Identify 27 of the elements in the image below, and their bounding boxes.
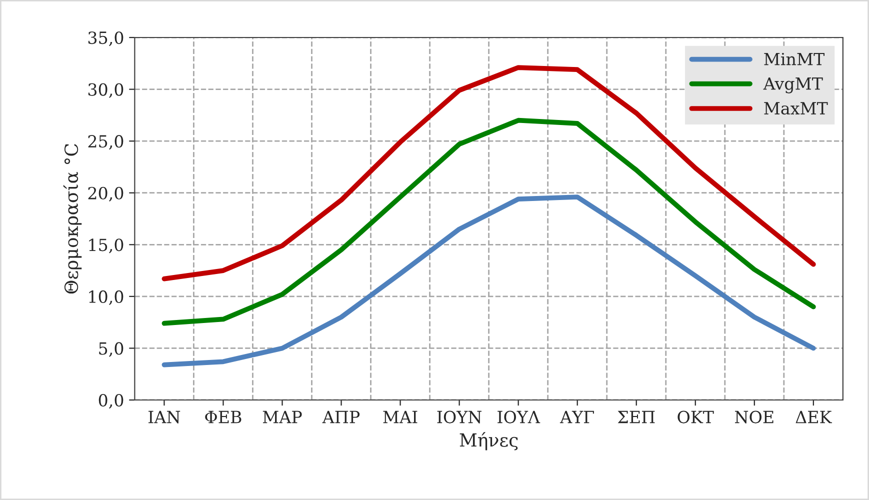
x-tick-label: ΜΑΡ <box>262 410 302 424</box>
y-tick-label: 30,0 <box>88 83 124 98</box>
x-tick-label: ΦΕΒ <box>205 410 242 424</box>
y-tick-label: 35,0 <box>88 31 124 46</box>
y-tick-label: 20,0 <box>88 186 124 202</box>
x-tick-label: ΣΕΠ <box>618 410 655 424</box>
x-tick-label: ΜΑΙ <box>383 410 418 424</box>
line-series <box>162 194 816 368</box>
legend-label: MaxMT <box>764 102 828 115</box>
line-series <box>162 118 816 326</box>
x-tick-label: ΔΕΚ <box>796 410 832 424</box>
legend-label: AvgMT <box>763 77 823 94</box>
y-tick-label: 10,0 <box>89 290 124 306</box>
x-axis-title: Μήνες <box>460 432 518 450</box>
x-tick-label: ΙΑΝ <box>148 410 180 424</box>
x-tick-label: ΙΟΥΝ <box>437 410 482 424</box>
y-tick-label: 5,0 <box>99 342 124 357</box>
x-tick-label: ΙΟΥΛ <box>498 410 540 424</box>
y-tick-label: 25,0 <box>88 135 124 150</box>
y-tick-label: 15,0 <box>89 238 124 254</box>
x-tick-label: ΑΠΡ <box>322 410 360 424</box>
y-axis-title: Θερμοκρασία °C <box>63 144 82 294</box>
legend-label: MinMT <box>764 52 824 66</box>
x-tick-label: ΑΥΓ <box>560 410 594 424</box>
y-tick-label: 0,0 <box>98 394 124 409</box>
x-tick-label: ΝΟΕ <box>735 410 774 424</box>
x-tick-label: ΟΚΤ <box>678 410 714 424</box>
